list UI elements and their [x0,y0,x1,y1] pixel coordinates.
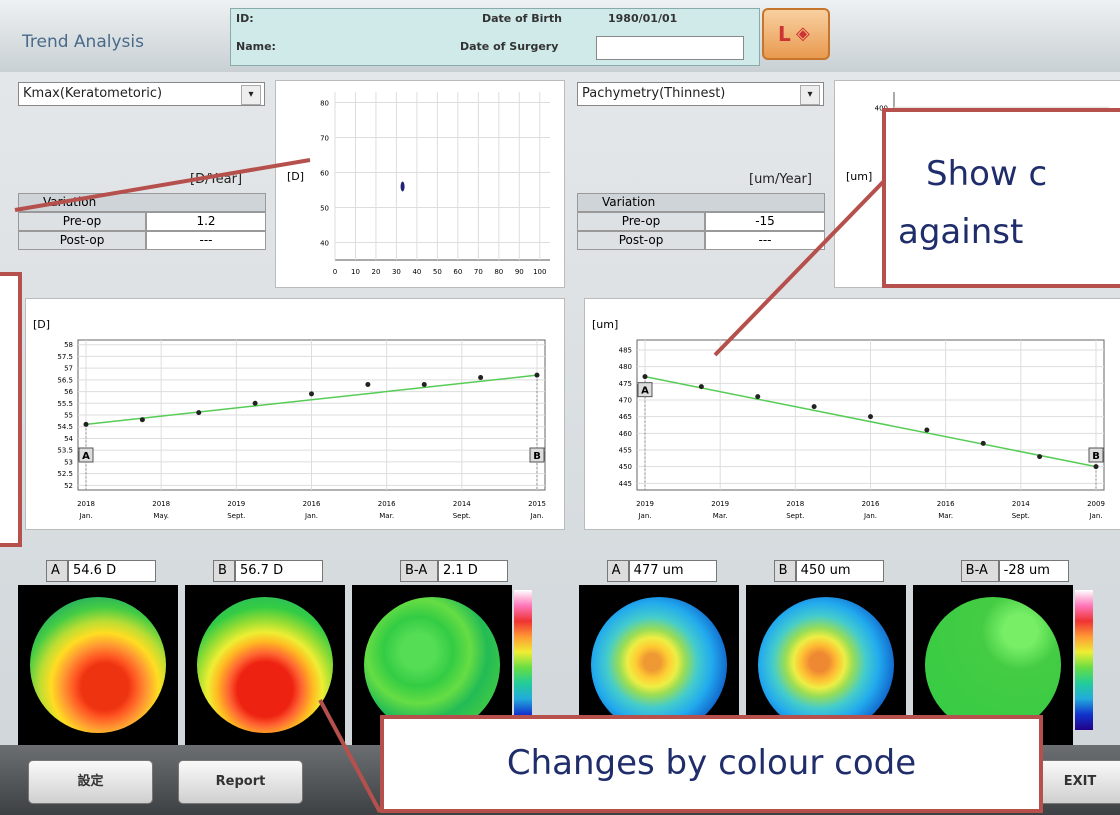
callout-line [320,700,380,812]
callout-box: Changes by colour code [380,715,1043,813]
callout-text: Changes by colour code [507,743,916,783]
callout-line [715,180,885,355]
callout-text: Show c [926,154,1047,194]
callout-box: Show c against [882,108,1120,288]
screen: Trend Analysis ID: Name: Date of Birth 1… [0,0,1120,815]
callout-text: against [898,212,1023,252]
callout-line [15,160,310,210]
callout-box [0,272,22,547]
